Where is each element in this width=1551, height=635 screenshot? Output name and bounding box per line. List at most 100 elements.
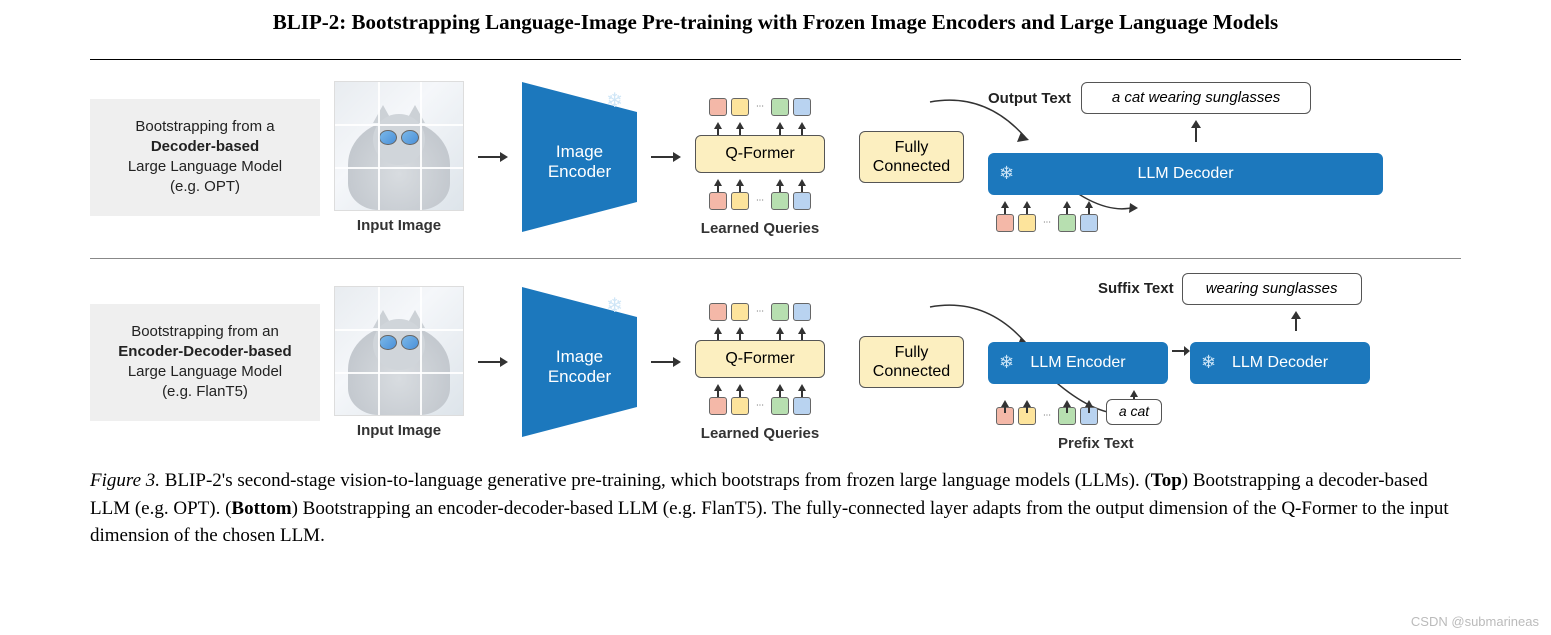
row-divider (90, 258, 1461, 259)
token (731, 397, 749, 415)
token-row-bottom: ··· (709, 192, 811, 210)
token-dots: ··· (1040, 407, 1054, 425)
arrow-up-icon (776, 179, 784, 186)
figure-container: BLIP-2: Bootstrapping Language-Image Pre… (0, 0, 1551, 550)
fully-connected-block: Fully Connected (859, 336, 964, 388)
desc-line: Large Language Model (100, 362, 310, 382)
snowflake-icon: ❄ (999, 352, 1014, 374)
arrow-up-icon (798, 327, 806, 334)
token (996, 214, 1014, 232)
qformer-block: Q-Former (695, 135, 825, 173)
image-encoder-block: ❄ Image Encoder (522, 287, 637, 437)
arrow-up-icon (736, 384, 744, 391)
arrow-up-icon (1063, 201, 1071, 208)
llm-output-col: Suffix Text wearing sunglasses ❄ LLM Enc… (988, 273, 1370, 452)
arrow-up-icon (1001, 201, 1009, 208)
arrow-up-icon (798, 179, 806, 186)
token (793, 303, 811, 321)
caption-text: ) Bootstrapping an encoder-decoder-based… (90, 498, 1449, 547)
llm-encoder-block: ❄ LLM Encoder (988, 342, 1168, 384)
input-image-label: Input Image (357, 422, 441, 439)
token (709, 192, 727, 210)
row1-description: Bootstrapping from a Decoder-based Large… (90, 99, 320, 216)
input-image (334, 286, 464, 416)
desc-bold: Encoder-Decoder-based (100, 342, 310, 362)
arrows-up (709, 327, 811, 334)
arrow-up-icon (1063, 400, 1071, 407)
arrow-up-icon (1085, 400, 1093, 407)
arrow-up-icon (798, 384, 806, 391)
caption-bottom: Bottom (231, 498, 291, 519)
image-encoder-label: Image Encoder (522, 347, 637, 388)
token-dots: ··· (753, 192, 767, 210)
token-dots: ··· (753, 303, 767, 321)
figure-caption: Figure 3. BLIP-2's second-stage vision-t… (90, 467, 1461, 550)
desc-line: (e.g. FlanT5) (100, 382, 310, 402)
arrows-up (996, 201, 1098, 208)
arrow-icon (478, 354, 508, 370)
arrow-up-icon (1001, 400, 1009, 407)
fully-connected-block: Fully Connected (859, 131, 964, 183)
prefix-text-label: Prefix Text (1058, 435, 1134, 452)
qformer-stack: ··· Q-Former ··· Learned Queries (695, 98, 825, 237)
token (771, 303, 789, 321)
output-text-box: a cat wearing sunglasses (1081, 82, 1311, 114)
token (731, 303, 749, 321)
token (793, 397, 811, 415)
token-row-llm-in: ··· (996, 407, 1098, 425)
desc-line: Large Language Model (100, 157, 310, 177)
arrow-icon (651, 354, 681, 370)
arrow-up-icon (798, 122, 806, 129)
token (1058, 214, 1076, 232)
learned-queries-label: Learned Queries (701, 425, 819, 442)
token (709, 397, 727, 415)
token (793, 98, 811, 116)
input-image-col: Input Image (334, 81, 464, 234)
arrows-up (709, 122, 811, 129)
snowflake-icon: ❄ (999, 163, 1014, 185)
desc-line: Bootstrapping from an (100, 322, 310, 342)
arrow-up-icon (714, 327, 722, 334)
fc-label: Fully Connected (860, 343, 963, 381)
input-image (334, 81, 464, 211)
llm-encoder-label: LLM Encoder (1030, 353, 1125, 372)
arrow-up-icon (736, 327, 744, 334)
arrows-up (709, 179, 811, 186)
llm-output-col: Output Text a cat wearing sunglasses ❄ L… (988, 82, 1383, 232)
input-image-label: Input Image (357, 217, 441, 234)
arrow-up-icon (1023, 400, 1031, 407)
arrow-up-icon (776, 384, 784, 391)
token (793, 192, 811, 210)
row-encoder-decoder-based: Bootstrapping from an Encoder-Decoder-ba… (90, 277, 1461, 447)
token-dots: ··· (753, 397, 767, 415)
token (771, 98, 789, 116)
llm-decoder-block: ❄ LLM Decoder (1190, 342, 1370, 384)
arrow-icon (651, 149, 681, 165)
desc-bold: Decoder-based (100, 137, 310, 157)
image-encoder-label: Image Encoder (522, 142, 637, 183)
arrow-up-icon (1106, 390, 1162, 397)
snowflake-icon: ❄ (1201, 352, 1216, 374)
token (1080, 214, 1098, 232)
token-dots: ··· (753, 98, 767, 116)
token (771, 397, 789, 415)
token (771, 192, 789, 210)
token-row-top: ··· (709, 303, 811, 321)
output-text-label: Output Text (988, 90, 1071, 107)
token (731, 192, 749, 210)
suffix-text-box: wearing sunglasses (1182, 273, 1362, 305)
input-image-col: Input Image (334, 286, 464, 439)
learned-queries-label: Learned Queries (701, 220, 819, 237)
desc-line: Bootstrapping from a (100, 117, 310, 137)
caption-fignum: Figure 3. (90, 470, 160, 491)
arrow-up-icon (1288, 311, 1304, 336)
token-row-bottom: ··· (709, 397, 811, 415)
desc-line: (e.g. OPT) (100, 177, 310, 197)
arrow-up-icon (1023, 201, 1031, 208)
title-rule (90, 59, 1461, 60)
arrow-up-icon (1188, 120, 1204, 147)
token-row-top: ··· (709, 98, 811, 116)
arrow-up-icon (736, 122, 744, 129)
llm-decoder-block: ❄ LLM Decoder (988, 153, 1383, 195)
llm-decoder-label: LLM Decoder (1232, 353, 1328, 372)
